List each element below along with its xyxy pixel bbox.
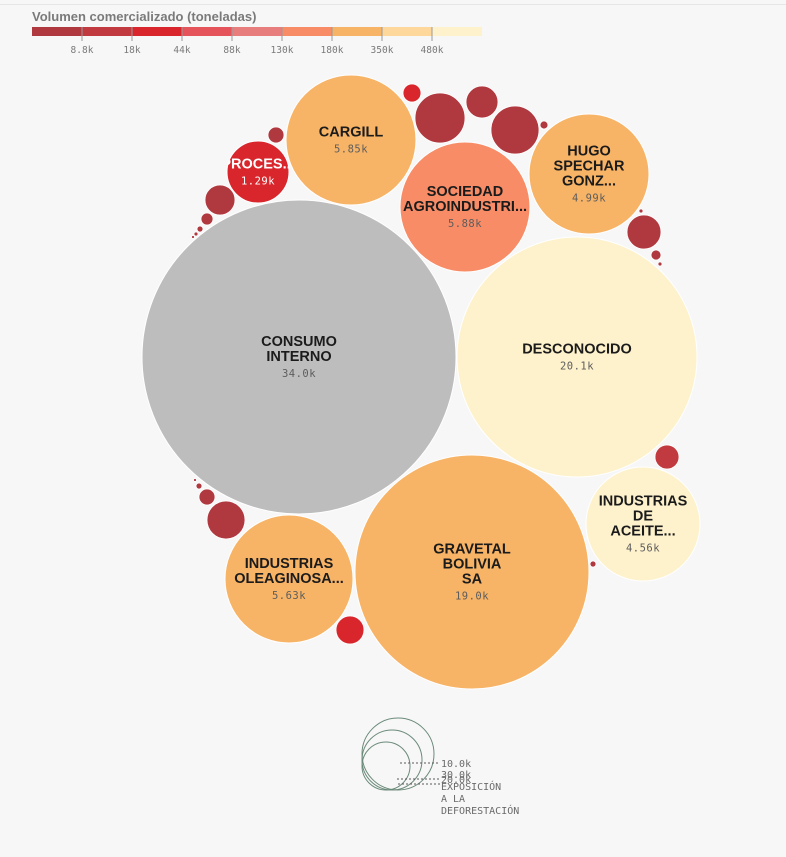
bubble-value: 19.0k (455, 591, 489, 603)
small-bubble[interactable] (414, 92, 466, 144)
bubble-circle[interactable] (354, 454, 590, 690)
small-bubble[interactable] (193, 478, 197, 482)
small-bubble[interactable] (206, 500, 246, 540)
bubble-value: 5.63k (272, 590, 306, 602)
legend-title: Volumen comercializado (toneladas) (32, 9, 257, 24)
bubble-circle[interactable] (141, 199, 457, 515)
small-bubble[interactable] (200, 212, 214, 226)
bubble-desconocido[interactable]: DESCONOCIDO 20.1k (456, 236, 698, 478)
bubble-value: 4.99k (572, 193, 606, 205)
bubble-name: SPECHAR (554, 159, 625, 175)
bubble-name: OLEAGINOSA... (234, 571, 344, 587)
bubble-proces[interactable]: PROCES... 1.29k (221, 140, 294, 204)
small-bubble[interactable] (654, 444, 680, 470)
small-bubble[interactable] (402, 83, 422, 103)
bubble-name: HUGO (567, 144, 611, 160)
bubble-name: AGROINDUSTRI... (403, 199, 527, 215)
legend-tick-label: 130k (271, 45, 294, 56)
small-bubble[interactable] (657, 261, 663, 267)
legend-swatch (82, 27, 132, 36)
small-bubble[interactable] (191, 235, 195, 239)
bubble-name: INDUSTRIAS (599, 494, 688, 510)
bubble-value: 4.56k (626, 543, 660, 555)
small-bubble[interactable] (490, 105, 540, 155)
bubble-name: GRAVETAL (433, 542, 511, 558)
bubble-name: SA (462, 572, 483, 588)
small-bubble[interactable] (193, 231, 199, 237)
small-bubble[interactable] (198, 488, 216, 506)
small-bubble[interactable] (626, 214, 662, 250)
bubble-value: 5.85k (334, 144, 368, 156)
small-bubble[interactable] (465, 85, 499, 119)
bubble-value: 5.88k (448, 218, 482, 230)
bubble-value: 34.0k (282, 368, 316, 380)
legend-tick-label: 88k (223, 45, 240, 56)
size-legend-note: EXPOSICIÓN A LA DEFORESTACIÓN (441, 780, 519, 817)
color-legend: 8.8k 18k 44k 88k 130k 180k 350k 480k (32, 27, 482, 56)
legend-tick-label: 180k (321, 45, 344, 56)
bubble-value: 1.29k (241, 176, 275, 188)
bubble-name: DESCONOCIDO (522, 342, 632, 358)
size-legend-circle (361, 717, 435, 791)
bubble-name: SOCIEDAD (427, 184, 504, 200)
bubble-circle[interactable] (224, 514, 354, 644)
small-bubble[interactable] (267, 126, 285, 144)
bubble-cargill[interactable]: CARGILL 5.85k (285, 74, 417, 206)
bubble-name: DE (633, 509, 653, 525)
size-legend-label: 10.0k (441, 759, 471, 770)
legend-tick-label: 350k (371, 45, 394, 56)
bubble-circle[interactable] (585, 466, 701, 582)
bubble-circle[interactable] (285, 74, 417, 206)
legend-swatch (332, 27, 382, 36)
bubble-name: CONSUMO (261, 334, 337, 350)
legend-tick-label: 18k (123, 45, 140, 56)
bubble-circle[interactable] (456, 236, 698, 478)
small-bubble[interactable] (589, 560, 597, 568)
bubble-value: 20.1k (560, 361, 594, 373)
legend-tick-label: 8.8k (71, 45, 94, 56)
size-legend-label: 30.0k (441, 770, 471, 781)
legend-swatch (282, 27, 332, 36)
legend-tick-label: 480k (421, 45, 444, 56)
small-bubbles (191, 83, 680, 645)
legend-swatch (432, 27, 482, 36)
bubble-name: PROCES... (221, 157, 294, 173)
bubble-name: INDUSTRIAS (245, 556, 334, 572)
small-bubble[interactable] (196, 225, 204, 233)
small-bubble[interactable] (650, 249, 662, 261)
legend-swatch (132, 27, 182, 36)
size-legend-circle (361, 729, 423, 791)
bubble-circle[interactable] (528, 113, 650, 235)
bubble-name: BOLIVIA (443, 557, 502, 573)
small-bubble[interactable] (638, 208, 644, 214)
bubble-circle[interactable] (226, 140, 290, 204)
small-bubble[interactable] (335, 615, 365, 645)
legend-swatch (32, 27, 82, 36)
bubble-name: ACEITE... (610, 524, 675, 540)
small-bubble[interactable] (204, 184, 236, 216)
bubble-name: INTERNO (266, 349, 331, 365)
size-legend-label: 20.0k (441, 775, 471, 786)
bubble-name: CARGILL (319, 125, 384, 141)
legend-swatch (232, 27, 282, 36)
small-bubble[interactable] (195, 482, 203, 490)
legend-swatch (182, 27, 232, 36)
bubble-name: GONZ... (562, 174, 616, 190)
small-bubble[interactable] (539, 120, 549, 130)
legend-swatch (382, 27, 432, 36)
top-divider (0, 4, 786, 5)
size-legend-circle (361, 741, 411, 791)
legend-tick-label: 44k (173, 45, 190, 56)
bubble-circle[interactable] (399, 141, 531, 273)
